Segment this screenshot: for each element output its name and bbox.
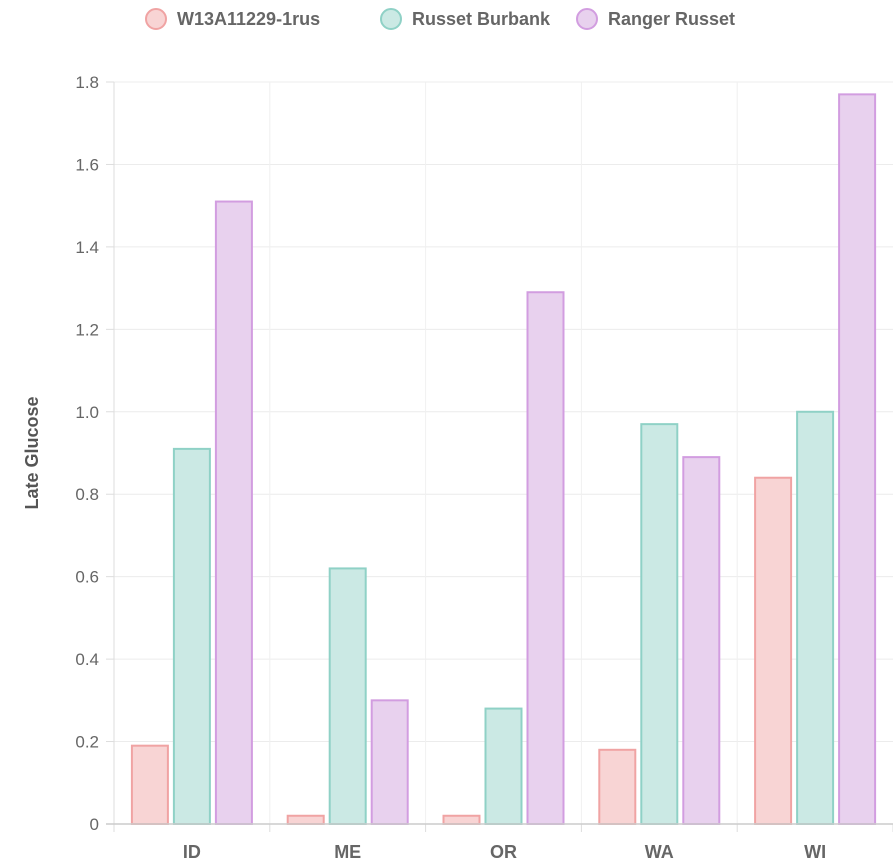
- x-tick-label-wa: WA: [645, 842, 674, 862]
- legend-marker-0[interactable]: [145, 8, 167, 30]
- y-tick-label-2: 0.4: [75, 650, 99, 669]
- labels: 0 0.2 0.4 0.6 0.8 1.0 1.2 1.4 1.6 1.8 ID ME OR WA WI La…: [22, 73, 826, 862]
- bar-me-series-0[interactable]: [286, 814, 325, 825]
- axes: [106, 81, 893, 832]
- y-tick-label-7: 1.4: [75, 238, 99, 257]
- bars: [130, 93, 877, 826]
- bar-or-series-2[interactable]: [526, 291, 565, 825]
- bar-wi-series-0[interactable]: [754, 476, 793, 825]
- y-axis-title: Late Glucose: [22, 396, 42, 509]
- y-tick-label-5: 1.0: [75, 403, 99, 422]
- y-tick-label-9: 1.8: [75, 73, 99, 92]
- bar-me-series-2[interactable]: [370, 699, 409, 825]
- x-tick-label-or: OR: [490, 842, 517, 862]
- y-tick-label-6: 1.2: [75, 320, 99, 339]
- x-tick-label-wi: WI: [804, 842, 826, 862]
- y-tick-label-1: 0.2: [75, 733, 99, 752]
- bar-or-series-1[interactable]: [484, 707, 523, 825]
- y-tick-label-4: 0.8: [75, 485, 99, 504]
- legend-label-1[interactable]: Russet Burbank: [412, 9, 551, 29]
- x-tick-label-id: ID: [183, 842, 201, 862]
- bar-or-series-0[interactable]: [442, 814, 481, 825]
- bar-me-series-1[interactable]: [328, 567, 367, 826]
- bar-wi-series-2[interactable]: [838, 93, 877, 826]
- y-tick-label-0: 0: [90, 815, 99, 834]
- bar-id-series-2[interactable]: [214, 200, 253, 826]
- legend-marker-2[interactable]: [576, 8, 598, 30]
- y-tick-label-8: 1.6: [75, 155, 99, 174]
- legend-label-2[interactable]: Ranger Russet: [608, 9, 735, 29]
- x-tick-label-me: ME: [334, 842, 361, 862]
- bar-wa-series-1[interactable]: [640, 423, 679, 825]
- bar-id-series-0[interactable]: [130, 744, 169, 826]
- y-tick-label-3: 0.6: [75, 568, 99, 587]
- legend: W13A11229-1rus Russet Burbank Ranger Russe…: [145, 8, 735, 30]
- legend-marker-1[interactable]: [380, 8, 402, 30]
- bar-wi-series-1[interactable]: [796, 410, 835, 825]
- bar-id-series-1[interactable]: [172, 447, 211, 825]
- legend-label-0[interactable]: W13A11229-1rus: [177, 9, 320, 29]
- bar-wa-series-2[interactable]: [682, 456, 721, 825]
- bar-wa-series-0[interactable]: [598, 748, 637, 825]
